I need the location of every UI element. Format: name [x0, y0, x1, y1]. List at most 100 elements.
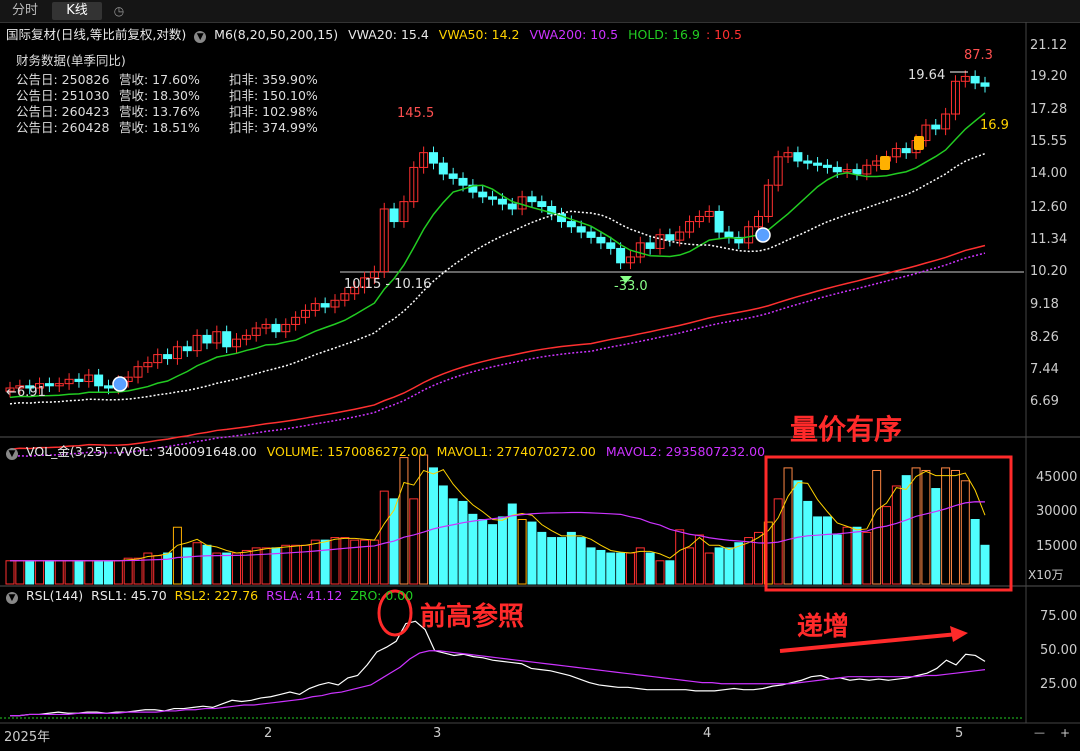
- candle-body: [675, 231, 685, 241]
- candle-body: [931, 124, 941, 130]
- volume-bar: [281, 544, 291, 585]
- volume-bar: [675, 529, 685, 585]
- candle-body: [852, 169, 862, 175]
- volume-bar: [891, 485, 901, 585]
- mavol1-line: [10, 468, 986, 562]
- candle-body: [941, 113, 951, 130]
- volume-bar: [409, 498, 419, 585]
- finance-row: 公告日: 251030 营收: 18.30% 扣非: 150.10%: [16, 88, 318, 103]
- volume-bar: [182, 547, 192, 585]
- candles-group: [5, 70, 990, 398]
- volume-bar: [379, 490, 389, 585]
- candle-body: [54, 383, 64, 387]
- rsl-header: ▼ RSL(144) RSL1: 45.70 RSL2: 227.76 RSLA…: [6, 588, 413, 604]
- volume-bar: [163, 552, 173, 585]
- back-clock-icon[interactable]: ◷: [113, 4, 125, 18]
- candle-body: [409, 166, 419, 203]
- volume-bar: [458, 500, 468, 585]
- volume-bar: [862, 531, 872, 585]
- volume-bar: [753, 531, 763, 585]
- vwa20-line: [9, 152, 986, 405]
- volume-bar: [478, 519, 488, 585]
- volume-bar: [911, 467, 921, 585]
- candle-body: [832, 166, 842, 173]
- candle-body: [202, 334, 212, 344]
- volume-bar: [212, 552, 222, 585]
- candle-body: [960, 75, 970, 82]
- volume-bar: [635, 547, 645, 585]
- rising-arrow: [779, 632, 959, 653]
- volume-bar: [172, 526, 182, 585]
- candle-body: [143, 362, 153, 368]
- candle-body: [813, 162, 823, 166]
- candle-body: [172, 346, 182, 360]
- volume-bar: [261, 547, 271, 585]
- volume-bar: [517, 519, 527, 585]
- volume-bar: [606, 552, 616, 585]
- recent-high-label: 19.64: [908, 68, 946, 83]
- candle-body: [182, 346, 192, 352]
- tab-kline[interactable]: K线: [52, 2, 102, 20]
- candle-body: [714, 210, 724, 233]
- annotation-rising: 递增: [797, 612, 850, 642]
- candle-body: [704, 210, 714, 217]
- ma-label: M6(8,20,50,200,15): [214, 27, 339, 42]
- volume-bar: [724, 547, 734, 585]
- candle-body: [340, 293, 350, 301]
- candle-body: [497, 198, 507, 205]
- price-tick: 8.26: [1030, 330, 1059, 345]
- candle-body: [458, 177, 468, 186]
- rsl-tick: 50.00: [1040, 643, 1078, 658]
- candle-body: [222, 331, 232, 348]
- candle-body: [596, 236, 606, 244]
- settings-icon[interactable]: ▼: [6, 448, 18, 460]
- volume-bar: [665, 560, 675, 585]
- volume-tick: 45000: [1036, 470, 1078, 485]
- volume-bar: [960, 480, 970, 585]
- volume-bar: [133, 557, 143, 585]
- candle-body: [419, 152, 429, 168]
- settings-icon[interactable]: ▼: [194, 31, 207, 43]
- volume-bar: [586, 547, 596, 585]
- candle-body: [645, 242, 655, 249]
- vwa20-value: VWA20: 15.4: [348, 27, 429, 42]
- zoom-out-button[interactable]: —: [1034, 726, 1045, 739]
- volume-bar: [222, 552, 232, 585]
- candle-body: [655, 234, 665, 249]
- volume-bar: [74, 560, 84, 585]
- x-tick-year: 2025年: [4, 730, 51, 745]
- volume-bar: [468, 513, 478, 585]
- candle-body: [94, 374, 104, 387]
- indicator-header: 国际复材(日线,等比前复权,对数) ▼ M6(8,20,50,200,15) V…: [6, 24, 742, 43]
- volume-bar: [448, 498, 458, 585]
- volume-bar: [941, 467, 951, 585]
- volume-bar: [576, 537, 586, 585]
- zoom-in-button[interactable]: +: [1060, 726, 1071, 740]
- price-tick: 9.18: [1030, 297, 1059, 312]
- candle-body: [488, 196, 498, 200]
- candle-body: [507, 203, 517, 210]
- volume-bar: [980, 544, 990, 585]
- peak-circle: [377, 589, 413, 637]
- candle-body: [271, 323, 281, 333]
- price-tick: 14.00: [1030, 166, 1068, 181]
- volume-bar: [655, 560, 665, 585]
- volume-bar: [320, 539, 330, 585]
- volume-tick: 15000: [1036, 539, 1078, 554]
- candle-body: [389, 208, 399, 223]
- volume-bar: [822, 516, 832, 585]
- candle-body: [665, 234, 675, 241]
- finance-row: 公告日: 250826 营收: 17.60% 扣非: 359.90%: [16, 72, 318, 87]
- candle-body: [438, 162, 448, 175]
- tab-intraday[interactable]: 分时: [11, 3, 38, 18]
- candle-body: [842, 169, 852, 173]
- settings-icon[interactable]: ▼: [6, 592, 18, 604]
- candle-body: [803, 160, 813, 164]
- candle-body: [625, 256, 635, 264]
- volume-bar: [616, 552, 626, 585]
- volume-bar: [44, 560, 54, 585]
- volume-bar: [694, 534, 704, 585]
- volume-bar: [763, 521, 773, 585]
- candle-body: [5, 387, 15, 392]
